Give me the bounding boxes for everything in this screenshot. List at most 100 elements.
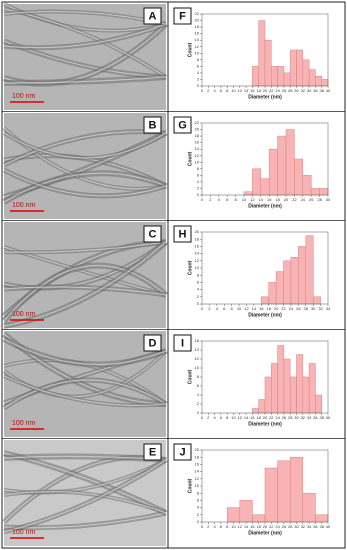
bar — [261, 296, 269, 305]
x-tick-label: 30 — [326, 197, 331, 202]
plot-frame — [201, 449, 329, 523]
bar — [277, 135, 287, 196]
bar — [258, 399, 266, 414]
y-tick-label: 12 — [195, 153, 200, 158]
x-tick-label: 4 — [213, 415, 216, 420]
bar — [264, 376, 272, 414]
x-tick-label: 22 — [292, 197, 297, 202]
x-tick-label: 28 — [288, 88, 293, 93]
y-tick-label: 18 — [195, 24, 200, 29]
y-tick-label: 0 — [197, 301, 200, 306]
y-tick-label: 6 — [197, 63, 200, 68]
bar — [294, 158, 304, 196]
panel-label: J — [179, 446, 185, 458]
x-tick-label: 30 — [294, 415, 299, 420]
x-tick-label: 12 — [244, 306, 249, 311]
y-tick-label: 0 — [197, 519, 200, 524]
y-tick-label: 14 — [195, 469, 200, 474]
bar — [289, 49, 297, 87]
x-axis-label: Diameter (nm) — [248, 421, 282, 427]
x-tick-label: 4 — [216, 306, 219, 311]
x-tick-label: 2 — [207, 88, 210, 93]
x-tick-label: 34 — [307, 88, 312, 93]
x-tick-label: 6 — [220, 524, 223, 529]
x-tick-label: 24 — [275, 524, 280, 529]
x-tick-label: 28 — [317, 197, 322, 202]
plot-frame — [201, 122, 329, 196]
panel-label-box — [143, 443, 162, 461]
y-tick-label: 12 — [195, 258, 200, 263]
bar — [308, 363, 316, 414]
bar — [252, 514, 266, 523]
x-axis-label: Diameter (nm) — [248, 530, 282, 536]
y-tick-label: 16 — [195, 338, 200, 343]
x-tick-label: 28 — [288, 524, 293, 529]
y-tick-label: 6 — [197, 279, 200, 284]
x-tick-label: 34 — [326, 306, 331, 311]
bar — [302, 59, 310, 87]
x-tick-label: 14 — [252, 306, 257, 311]
x-tick-label: 24 — [275, 88, 280, 93]
panel-label: G — [178, 119, 187, 131]
x-tick-label: 22 — [269, 415, 274, 420]
bar — [289, 456, 304, 523]
y-tick-label: 10 — [195, 365, 200, 370]
x-tick-label: 12 — [250, 197, 255, 202]
y-tick-label: 4 — [197, 287, 200, 292]
y-tick-label: 4 — [197, 179, 200, 184]
y-tick-label: 8 — [197, 272, 200, 277]
bar — [302, 376, 310, 414]
bar — [226, 507, 241, 523]
x-tick-label: 2 — [207, 524, 210, 529]
panel-label-box — [143, 116, 162, 134]
y-tick-label: 6 — [197, 383, 200, 388]
y-tick-label: 20 — [195, 447, 200, 452]
bar — [275, 271, 284, 305]
y-tick-label: 4 — [197, 70, 200, 75]
x-tick-label: 16 — [250, 524, 255, 529]
y-tick-label: 14 — [195, 347, 200, 352]
x-tick-label: 20 — [263, 524, 268, 529]
scale-bar-label: 100 nm — [12, 202, 36, 209]
y-tick-label: 2 — [197, 512, 200, 517]
plot-frame — [201, 231, 329, 305]
panel-label: C — [149, 228, 157, 240]
panel-label: B — [149, 119, 157, 131]
x-tick-label: 26 — [282, 524, 287, 529]
x-tick-label: 24 — [301, 197, 306, 202]
x-tick-label: 36 — [313, 524, 318, 529]
y-tick-label: 10 — [195, 265, 200, 270]
nanotube-core — [3, 132, 167, 159]
x-tick-label: 18 — [275, 197, 280, 202]
bar — [271, 66, 278, 87]
y-tick-label: 18 — [195, 133, 200, 138]
x-tick-label: 8 — [234, 197, 237, 202]
y-tick-label: 4 — [197, 505, 200, 510]
y-axis-label: Count — [187, 151, 193, 166]
panel-label-box — [143, 334, 162, 352]
bar — [283, 358, 291, 414]
bar — [321, 79, 329, 87]
x-tick-label: 10 — [242, 197, 247, 202]
nanotube-core — [3, 241, 167, 253]
x-axis-label: Diameter (nm) — [248, 312, 282, 318]
x-tick-label: 26 — [296, 306, 301, 311]
x-tick-label: 2 — [207, 415, 210, 420]
x-tick-label: 40 — [326, 88, 331, 93]
x-tick-label: 32 — [301, 524, 306, 529]
y-tick-label: 20 — [195, 18, 200, 23]
x-tick-label: 10 — [231, 524, 236, 529]
y-tick-label: 14 — [195, 146, 200, 151]
y-tick-label: 0 — [197, 192, 200, 197]
bar — [243, 191, 253, 196]
x-tick-label: 6 — [220, 88, 223, 93]
panel-label: I — [181, 337, 184, 349]
y-tick-label: 8 — [197, 490, 200, 495]
x-tick-label: 0 — [201, 197, 204, 202]
x-tick-label: 22 — [269, 88, 274, 93]
y-tick-label: 12 — [195, 44, 200, 49]
x-tick-label: 24 — [275, 415, 280, 420]
bar — [260, 178, 270, 196]
y-tick-label: 0 — [197, 83, 200, 88]
